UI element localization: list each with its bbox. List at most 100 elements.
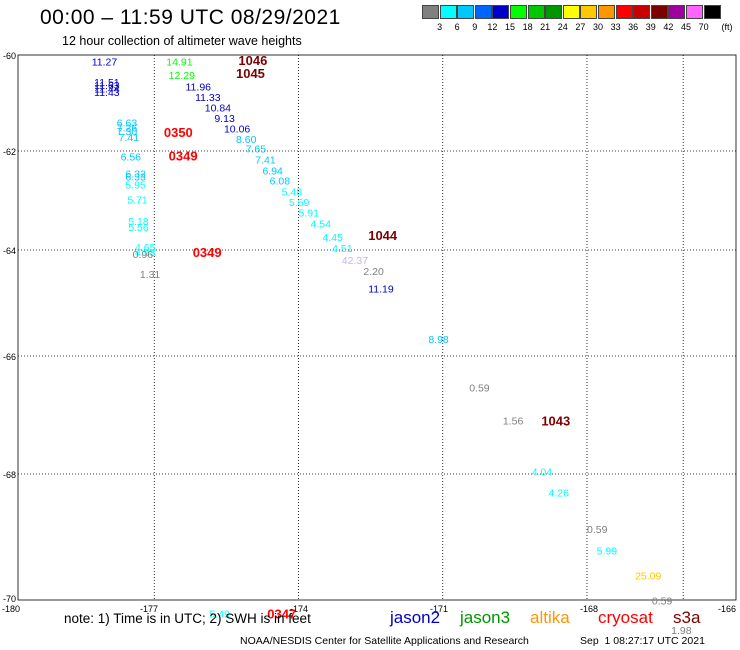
pass-time-label: 0350 <box>164 125 193 140</box>
pass-time-label: 1046 <box>238 53 267 68</box>
wave-height-label: 0.59 <box>652 595 673 607</box>
pass-time-label: 1044 <box>368 228 398 243</box>
satellite-legend-cryosat: cryosat <box>598 608 653 627</box>
wave-height-label: 6.63 <box>117 118 138 130</box>
x-tick-label: -177 <box>140 604 158 614</box>
legend-label: 45 <box>680 22 691 32</box>
legend-swatch <box>457 5 475 19</box>
legend-label: 21 <box>540 22 551 32</box>
wave-height-label: 5.99 <box>597 545 618 557</box>
legend-label: 42 <box>663 22 674 32</box>
credit-line: NOAA/NESDIS Center for Satellite Applica… <box>240 635 529 647</box>
wave-height-label: 11.43 <box>94 87 120 99</box>
wave-height-label: 11.51 <box>94 77 120 89</box>
x-tick-label: -180 <box>2 604 20 614</box>
legend-label: 3 <box>437 22 443 32</box>
legend-label: 30 <box>592 22 603 32</box>
wave-height-label: 8.60 <box>236 134 257 146</box>
wave-height-label: 7.41 <box>255 154 276 166</box>
legend-label: 24 <box>557 22 568 32</box>
wave-height-label: 5.48 <box>282 187 303 199</box>
legend-label: 15 <box>504 22 515 32</box>
wave-height-label: 7.65 <box>246 144 267 156</box>
wave-height-label: 11.27 <box>92 57 118 69</box>
wave-height-label: 10.84 <box>205 102 231 114</box>
wave-height-label: 11.63 <box>94 80 120 92</box>
wave-height-label: 5.69 <box>289 197 310 209</box>
legend-swatch <box>615 5 633 19</box>
wave-height-label: 7.30 <box>117 126 138 138</box>
legend-swatch <box>562 5 580 19</box>
legend-label: 39 <box>645 22 656 32</box>
legend-label: 27 <box>575 22 586 32</box>
legend-label: 18 <box>522 22 533 32</box>
wave-height-label: 10.06 <box>224 123 250 135</box>
wave-height-label: 0.96 <box>133 249 154 261</box>
wave-height-label: 11.96 <box>186 82 212 94</box>
generated-timestamp: Sep 1 08:27:17 UTC 2021 <box>580 635 705 647</box>
legend-swatch <box>668 5 686 19</box>
wave-height-label: 1.98 <box>671 625 692 637</box>
footnote: note: 1) Time is in UTC; 2) SWH is in fe… <box>64 611 311 626</box>
wave-height-label: 2.20 <box>363 266 384 278</box>
y-tick-label: -62 <box>3 147 16 157</box>
legend-label: 9 <box>472 22 478 32</box>
wave-height-label: 1.56 <box>503 415 524 427</box>
wave-height-label: 5.18 <box>128 216 149 228</box>
wave-height-label: 6.56 <box>121 151 142 163</box>
legend-swatch <box>598 5 615 19</box>
x-tick-label: -166 <box>718 604 736 614</box>
wave-height-label: 0.59 <box>587 524 608 536</box>
pass-time-label: 1045 <box>236 66 265 81</box>
satellite-legend-altika: altika <box>530 608 570 627</box>
wave-height-label: 12.29 <box>169 70 195 82</box>
legend-unit-label: (ft) <box>721 22 733 32</box>
wave-height-label: 5.95 <box>125 180 146 192</box>
legend-label: 6 <box>454 22 460 32</box>
y-tick-label: -66 <box>3 352 16 362</box>
x-tick-label: -174 <box>290 604 308 614</box>
legend-swatch <box>510 5 527 19</box>
wave-height-label: 4.45 <box>323 232 344 244</box>
wave-height-label: 14.91 <box>166 57 192 69</box>
wave-height-label: 5.91 <box>299 207 320 219</box>
chart-subtitle: 12 hour collection of altimeter wave hei… <box>62 34 302 48</box>
legend-swatch <box>650 5 668 19</box>
wave-height-label: 11.33 <box>195 92 221 104</box>
legend-swatch <box>686 5 703 19</box>
satellite-legend-s3a: s3a <box>673 608 701 627</box>
wave-height-label: 9.13 <box>214 113 235 125</box>
legend-swatch <box>474 5 492 19</box>
legend-label: 36 <box>628 22 639 32</box>
legend-swatch <box>545 5 563 19</box>
pass-time-label: 0349 <box>193 245 222 260</box>
legend-label: 12 <box>487 22 498 32</box>
wave-height-label: 0.59 <box>469 382 490 394</box>
wave-height-label: 4.93 <box>135 247 156 259</box>
y-tick-label: -68 <box>3 470 16 480</box>
legend-swatch <box>580 5 598 19</box>
satellite-legend-jason2: jason2 <box>390 608 441 627</box>
x-tick-label: -171 <box>430 604 448 614</box>
wave-height-label: 11.44 <box>94 84 120 96</box>
legend-swatch <box>703 5 721 19</box>
x-tick-label: -168 <box>580 604 598 614</box>
wave-height-label: 4.51 <box>332 243 353 255</box>
legend-swatch <box>422 5 439 19</box>
y-tick-label: -70 <box>3 594 16 604</box>
wave-height-label: 8.98 <box>428 334 449 346</box>
wave-height-label: 6.94 <box>262 165 283 177</box>
wave-height-label: 4.54 <box>311 218 332 230</box>
legend-label: 70 <box>698 22 709 32</box>
wave-height-label: 7.26 <box>117 122 138 134</box>
wave-height-label: 4.65 <box>135 242 156 254</box>
wave-height-label: 4.04 <box>532 467 553 479</box>
chart-title: 00:00 – 11:59 UTC 08/29/2021 <box>40 6 341 29</box>
wave-height-label: 6.08 <box>270 176 291 188</box>
wave-height-label: 5.71 <box>127 195 148 207</box>
pass-time-label: 1043 <box>541 413 570 428</box>
legend-swatch <box>527 5 545 19</box>
wave-height-label: 11.19 <box>368 284 394 296</box>
legend-swatch <box>492 5 510 19</box>
wave-height-label: 6.32 <box>125 168 146 180</box>
